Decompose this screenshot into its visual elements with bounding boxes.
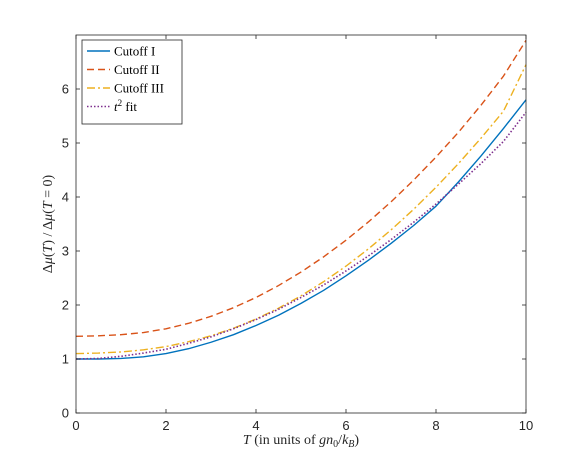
axes-box (75, 34, 527, 414)
legend-box (81, 39, 183, 125)
y-tick-label: 2 (62, 298, 69, 313)
y-tick-label: 4 (62, 190, 69, 205)
x-ticks: 0 2 4 6 8 10 (72, 35, 533, 433)
y-tick-label: 3 (62, 244, 69, 259)
series-line-3 (75, 64, 527, 355)
x-tick-label: 8 (432, 418, 439, 433)
legend-label-4: t2 fit (114, 98, 137, 114)
legend-label-1: Cutoff I (114, 44, 155, 59)
x-tick-label: 0 (72, 418, 79, 433)
y-tick-label: 5 (62, 136, 69, 151)
series-layer (75, 40, 527, 360)
series-line-2 (75, 40, 527, 338)
x-tick-label: 2 (162, 418, 169, 433)
x-axis-label: T (in units of gn0/kB) (243, 433, 359, 450)
y-tick-label: 6 (62, 82, 69, 97)
legend-label-3: Cutoff III (114, 81, 164, 96)
y-axis-label: Δμ(T) / Δμ(T = 0) (41, 174, 56, 273)
legend-entries: Cutoff I Cutoff II Cutoff III t2 fit (87, 44, 164, 114)
series-line-4 (75, 111, 527, 360)
x-tick-label: 6 (342, 418, 349, 433)
legend-label-2: Cutoff II (114, 62, 160, 77)
legend: Cutoff I Cutoff II Cutoff III t2 fit (81, 39, 183, 125)
x-tick-label: 10 (519, 418, 533, 433)
x-tick-label: 4 (252, 418, 259, 433)
y-tick-label: 1 (62, 352, 69, 367)
y-tick-label: 0 (62, 406, 69, 421)
y-ticks: 0 1 2 3 4 5 6 (62, 82, 526, 421)
